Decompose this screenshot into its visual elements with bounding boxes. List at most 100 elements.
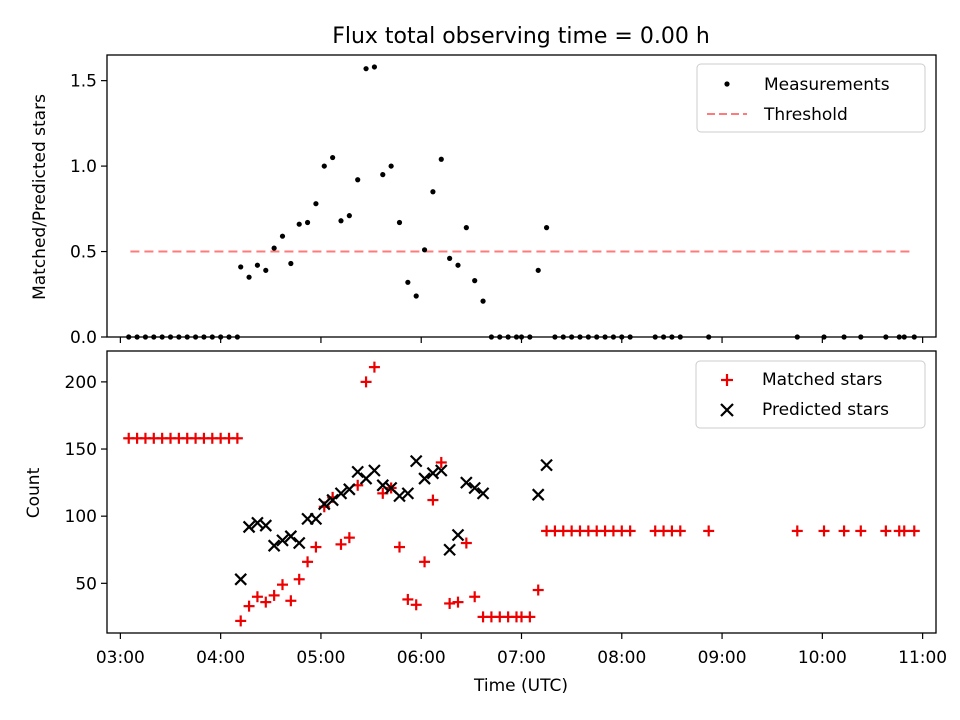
measurement-point — [363, 66, 369, 72]
matched-star-point — [898, 525, 910, 537]
matched-star-point — [791, 525, 803, 537]
matched-legend-marker — [721, 374, 733, 386]
measurement-point — [338, 218, 344, 224]
predicted-star-point — [343, 483, 356, 496]
top-y-axis: 0.0 0.5 1.0 1.5 — [70, 72, 107, 348]
measurement-point — [238, 264, 244, 270]
measurement-point — [388, 163, 394, 169]
measurement-point — [271, 245, 277, 251]
predicted-star-point — [426, 466, 440, 480]
bottom-y-tick-label: 200 — [65, 373, 97, 393]
top-x-axis-ticks — [119, 337, 924, 343]
measurement-point — [480, 298, 486, 304]
predicted-star-point — [393, 489, 406, 503]
matched-star-point — [335, 538, 347, 550]
matched-star-point — [368, 361, 380, 373]
matched-star-point — [285, 595, 297, 607]
bottom-x-tick-label: 05:00 — [296, 648, 345, 668]
top-y-tick-label: 0.0 — [70, 328, 97, 348]
predicted-star-point — [276, 534, 289, 547]
top-plot-marks — [126, 64, 917, 340]
measurement-point — [430, 189, 436, 195]
matched-star-point — [460, 537, 472, 549]
measurement-point — [438, 156, 444, 162]
predicted-star-point — [540, 458, 553, 472]
matched-star-point — [268, 589, 280, 601]
predicted-star-point — [476, 487, 490, 500]
bottom-panel: 50 100 150 200 03:00 04:00 05:00 06:00 07:00 08:… — [24, 350, 947, 696]
predicted-star-point — [309, 512, 323, 526]
matched-star-point — [243, 600, 255, 612]
matched-star-point — [393, 541, 405, 553]
measurement-point — [313, 201, 319, 207]
predicted-star-point — [234, 573, 247, 586]
bottom-x-tick-label: 08:00 — [597, 648, 646, 668]
matched-star-point — [855, 525, 867, 537]
top-legend: Measurements Threshold — [696, 63, 926, 133]
legend-threshold-label: Threshold — [763, 105, 848, 125]
measurement-point — [535, 267, 541, 273]
predicted-star-point — [326, 493, 339, 507]
bottom-x-axis: 03:00 04:00 05:00 06:00 07:00 08:00 09:00 10:00… — [96, 633, 947, 668]
measurement-point — [472, 278, 478, 284]
matched-star-point — [818, 525, 830, 537]
predicted-star-point — [284, 530, 298, 543]
predicted-legend-marker — [720, 403, 734, 417]
measurement-point — [405, 279, 411, 285]
bottom-x-tick-label: 10:00 — [798, 648, 847, 668]
bottom-x-axis-label: Time (UTC) — [473, 676, 568, 696]
measurement-point — [413, 293, 419, 299]
bottom-x-tick-label: 06:00 — [397, 648, 446, 668]
measurement-point — [288, 260, 294, 267]
predicted-star-point — [259, 519, 273, 532]
matched-star-point — [674, 525, 686, 537]
matched-star-point — [360, 376, 372, 388]
bottom-y-tick-label: 100 — [65, 507, 97, 527]
measurement-point — [455, 262, 461, 268]
measurement-point — [263, 267, 269, 273]
predicted-star-point — [334, 487, 348, 500]
predicted-star-point — [460, 476, 473, 489]
matched-star-point — [880, 525, 892, 537]
matched-star-point — [260, 596, 272, 608]
predicted-star-point — [401, 487, 415, 500]
matched-star-point — [427, 494, 439, 506]
measurement-point — [279, 233, 286, 239]
measurement-point — [304, 219, 311, 226]
matched-star-point — [524, 611, 536, 623]
matched-star-point — [452, 596, 464, 608]
matched-star-point — [310, 541, 322, 553]
predicted-star-point — [434, 464, 448, 477]
predicted-star-point — [251, 516, 264, 530]
measurement-point — [463, 225, 469, 231]
top-y-tick-label: 1.0 — [70, 157, 97, 177]
matched-star-point — [231, 432, 243, 444]
legend-measurements-label: Measurements — [764, 75, 890, 95]
matched-star-point — [402, 593, 414, 605]
predicted-star-point — [376, 479, 390, 492]
predicted-star-point — [451, 528, 465, 542]
matched-star-point — [235, 615, 247, 627]
matched-star-point — [624, 525, 636, 537]
predicted-star-point — [468, 481, 481, 495]
matched-star-point — [444, 597, 456, 609]
legend-matched-label: Matched stars — [762, 370, 882, 390]
bottom-y-tick-label: 150 — [65, 440, 97, 460]
matched-star-point — [251, 591, 263, 603]
matched-star-point — [703, 525, 715, 537]
bottom-x-tick-label: 04:00 — [196, 648, 245, 668]
top-panel: 0.0 0.5 1.0 1.5 Matched/Predicted stars Mea… — [30, 54, 937, 348]
top-y-tick-label: 1.5 — [70, 72, 97, 92]
measurement-point — [330, 154, 336, 161]
bottom-plot-marks — [123, 361, 920, 627]
top-y-tick-label: 0.5 — [70, 243, 97, 263]
predicted-star-point — [351, 465, 364, 479]
predicted-star-point — [418, 472, 431, 485]
matched-star-point — [435, 456, 447, 468]
measurement-point — [246, 274, 252, 280]
bottom-x-tick-label: 03:00 — [96, 648, 145, 668]
predicted-star-point — [292, 536, 306, 550]
measurements-legend-marker — [724, 81, 730, 87]
bottom-y-axis-label: Count — [24, 467, 44, 518]
